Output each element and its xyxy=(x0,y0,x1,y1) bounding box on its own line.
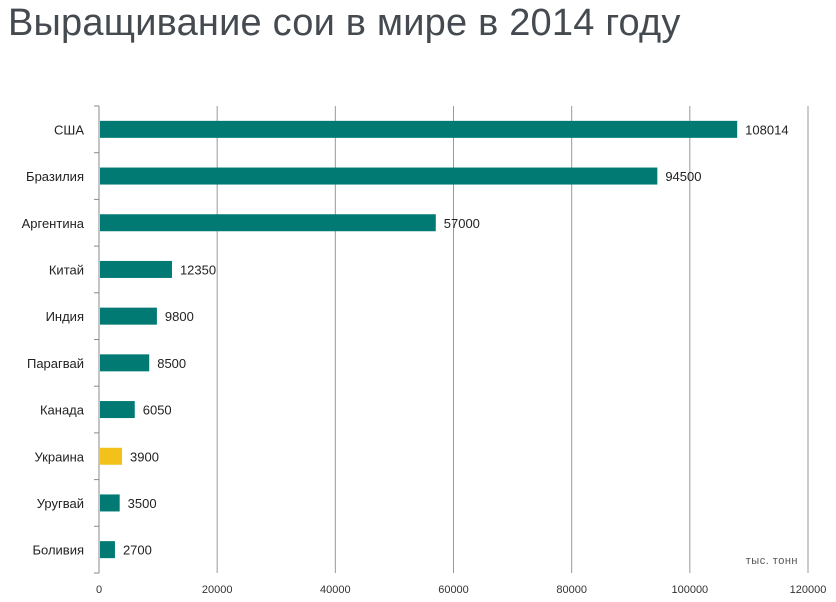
category-label: Украина xyxy=(35,449,85,464)
category-label: США xyxy=(54,122,84,137)
chart-title: Выращивание сои в мире в 2014 году xyxy=(8,2,681,44)
data-label: 94500 xyxy=(665,169,701,184)
data-label: 2700 xyxy=(123,543,152,558)
category-label: Уругвай xyxy=(37,496,84,511)
data-label: 9800 xyxy=(165,309,194,324)
category-label: Канада xyxy=(40,403,85,418)
data-label: 12350 xyxy=(180,262,216,277)
x-tick-label: 0 xyxy=(96,584,102,596)
bar xyxy=(100,354,150,372)
data-label: 3500 xyxy=(128,496,157,511)
bar xyxy=(100,401,135,419)
data-label: 108014 xyxy=(745,122,788,137)
bar xyxy=(100,447,123,465)
category-label: Аргентина xyxy=(22,216,85,231)
x-tick-label: 80000 xyxy=(556,584,587,596)
bar xyxy=(100,307,157,325)
x-tick-label: 120000 xyxy=(790,584,827,596)
bar xyxy=(100,260,172,278)
bar xyxy=(100,494,120,512)
data-label: 6050 xyxy=(143,403,172,418)
x-tick-label: 40000 xyxy=(320,584,351,596)
data-label: 8500 xyxy=(157,356,186,371)
bar xyxy=(100,120,738,138)
category-label: Парагвай xyxy=(27,356,84,371)
data-label: 3900 xyxy=(130,449,159,464)
unit-label: тыс. тонн xyxy=(745,555,798,567)
x-tick-label: 60000 xyxy=(438,584,469,596)
category-label: Бразилия xyxy=(26,169,84,184)
bar xyxy=(100,541,115,559)
x-tick-label: 100000 xyxy=(671,584,708,596)
bar xyxy=(100,214,436,232)
category-label: Китай xyxy=(49,262,84,277)
category-label: Индия xyxy=(46,309,84,324)
category-label: Боливия xyxy=(32,543,84,558)
x-tick-label: 20000 xyxy=(202,584,233,596)
bar xyxy=(100,167,658,185)
data-label: 57000 xyxy=(444,216,480,231)
